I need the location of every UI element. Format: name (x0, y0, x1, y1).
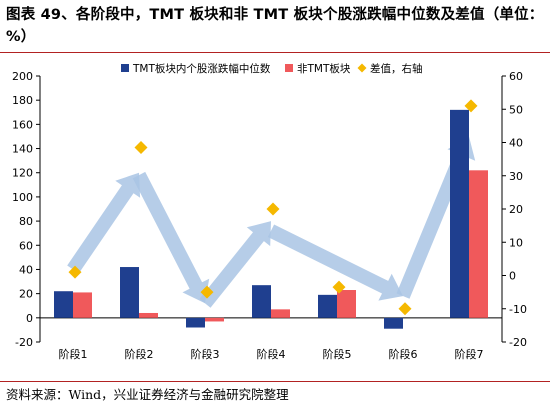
legend: TMT板块内个股涨跌幅中位数 非TMT板块 差值，右轴 (121, 62, 423, 75)
legend-swatch (357, 63, 367, 73)
footer-divider (0, 381, 550, 382)
trend-arrow (267, 224, 403, 301)
bar-non-tmt (205, 317, 224, 322)
y-right-tick-label: -10 (509, 303, 527, 316)
bar-tmt (186, 317, 205, 328)
diff-markers (68, 99, 478, 316)
y-left-tick-label: 40 (19, 263, 33, 276)
bar-non-tmt (337, 290, 356, 318)
x-tick-label: 阶段3 (191, 347, 220, 361)
bar-series (54, 109, 488, 329)
x-tick-label: 阶段2 (125, 347, 154, 361)
legend-swatch (121, 64, 129, 72)
y-right-tick-label: 10 (509, 236, 523, 249)
trend-arrow (67, 172, 141, 274)
trend-arrow (132, 171, 210, 304)
y-right-tick-label: 0 (509, 270, 516, 283)
y-right-tick-label: 50 (509, 103, 523, 116)
y-left-tick-label: 140 (12, 143, 33, 156)
legend-label: TMT板块内个股涨跌幅中位数 (132, 62, 271, 75)
trend-arrow (199, 221, 271, 308)
y-left-tick-label: 80 (19, 215, 33, 228)
axes: -20 0 20 40 60 80 100 120 140 160 180 200 -20 -10 0 10 2… (12, 70, 527, 361)
source-note: 资料来源：Wind，兴业证券经济与金融研究院整理 (6, 387, 289, 402)
y-right-tick-label: 30 (509, 170, 523, 183)
bar-non-tmt (139, 312, 158, 318)
y-left-tick-label: 60 (19, 239, 33, 252)
y-left-tick-label: 180 (12, 94, 33, 107)
chart: -20 0 20 40 60 80 100 120 140 160 180 200 -20 -10 0 10 2… (12, 62, 527, 361)
title-divider (0, 52, 550, 53)
bar-tmt (54, 291, 73, 318)
bar-non-tmt (469, 170, 488, 318)
bar-tmt (120, 267, 139, 318)
y-left-tick-label: 120 (12, 167, 33, 180)
x-tick-label: 阶段4 (257, 347, 286, 361)
diff-marker (134, 140, 148, 154)
bar-tmt (450, 109, 469, 318)
y-left-tick-label: 160 (12, 118, 33, 131)
diff-marker (398, 302, 412, 316)
y-right-tick-label: 20 (509, 203, 523, 216)
diff-marker (68, 265, 82, 279)
x-tick-label: 阶段5 (323, 347, 352, 361)
diff-marker (200, 285, 214, 299)
x-tick-label: 阶段6 (389, 347, 418, 361)
bar-non-tmt (73, 292, 92, 318)
y-right-tick-label: 40 (509, 137, 523, 150)
bar-tmt (252, 285, 271, 318)
y-left-tick-label: 20 (19, 288, 33, 301)
y-left-tick-label: -20 (15, 336, 33, 349)
y-left-tick-label: 200 (12, 70, 33, 83)
chart-title: 图表 49、各阶段中，TMT 板块和非 TMT 板块个股涨跌幅中位数及差值（单位… (6, 7, 544, 45)
diff-marker (464, 99, 478, 113)
y-left-tick-label: 100 (12, 191, 33, 204)
legend-label: 差值，右轴 (370, 62, 423, 75)
diff-marker (332, 280, 346, 294)
bar-tmt (384, 317, 403, 329)
legend-swatch (285, 64, 293, 72)
diff-marker (266, 202, 280, 216)
x-tick-label: 阶段7 (455, 347, 484, 361)
legend-label: 非TMT板块 (297, 62, 351, 75)
bar-non-tmt (271, 309, 290, 318)
x-tick-label: 阶段1 (59, 347, 88, 361)
y-left-tick-label: 0 (26, 312, 33, 325)
bar-tmt (318, 294, 337, 318)
y-right-tick-label: -20 (509, 336, 527, 349)
y-right-tick-label: 60 (509, 70, 523, 83)
